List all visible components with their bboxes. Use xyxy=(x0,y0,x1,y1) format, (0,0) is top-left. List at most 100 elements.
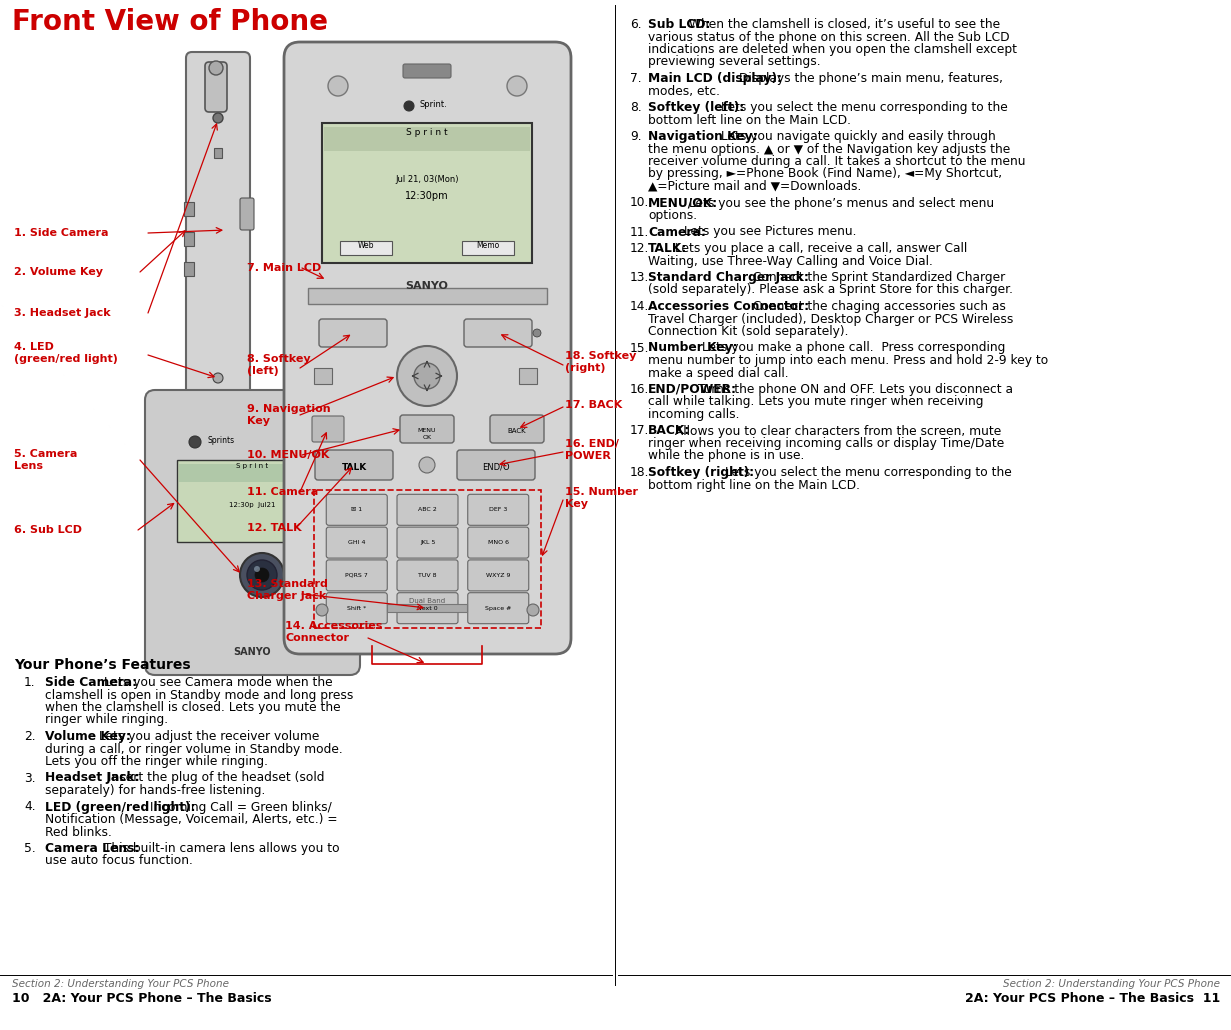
Text: ringer while ringing.: ringer while ringing. xyxy=(46,714,169,726)
Text: 7. Main LCD: 7. Main LCD xyxy=(247,263,321,273)
Text: ringer when receiving incoming calls or display Time/Date: ringer when receiving incoming calls or … xyxy=(648,437,1004,450)
Text: Lets you navigate quickly and easily through: Lets you navigate quickly and easily thr… xyxy=(716,130,996,143)
Bar xyxy=(340,241,391,255)
Text: Travel Charger (included), Desktop Charger or PCS Wireless: Travel Charger (included), Desktop Charg… xyxy=(648,312,1013,325)
Text: Space #: Space # xyxy=(485,606,511,611)
Bar xyxy=(178,464,325,482)
Text: 14. Accessories
Connector: 14. Accessories Connector xyxy=(286,621,383,643)
FancyBboxPatch shape xyxy=(398,527,458,558)
Text: ▲=Picture mail and ▼=Downloads.: ▲=Picture mail and ▼=Downloads. xyxy=(648,180,862,193)
Bar xyxy=(324,127,531,151)
Text: MNO 6: MNO 6 xyxy=(487,540,508,545)
Text: modes, etc.: modes, etc. xyxy=(648,84,720,98)
FancyBboxPatch shape xyxy=(319,319,387,347)
FancyBboxPatch shape xyxy=(468,494,529,525)
FancyBboxPatch shape xyxy=(400,415,454,443)
Text: 10   2A: Your PCS Phone – The Basics: 10 2A: Your PCS Phone – The Basics xyxy=(12,992,272,1005)
Text: Main LCD (display):: Main LCD (display): xyxy=(648,72,782,85)
Text: 16.: 16. xyxy=(630,383,650,396)
Text: ✉ 1: ✉ 1 xyxy=(351,508,362,512)
Text: use auto focus function.: use auto focus function. xyxy=(46,855,193,867)
FancyBboxPatch shape xyxy=(297,50,558,116)
Circle shape xyxy=(254,566,260,572)
Bar xyxy=(177,460,327,542)
Text: Lets you see Camera mode when the: Lets you see Camera mode when the xyxy=(100,676,332,689)
Text: ABC 2: ABC 2 xyxy=(419,508,437,512)
FancyBboxPatch shape xyxy=(326,592,388,624)
Text: by pressing, ►=Phone Book (Find Name), ◄=My Shortcut,: by pressing, ►=Phone Book (Find Name), ◄… xyxy=(648,168,1002,180)
Text: LED (green/red light):: LED (green/red light): xyxy=(46,800,196,814)
Circle shape xyxy=(507,76,527,96)
Bar xyxy=(314,368,332,384)
Text: Jul 21, 03(Mon): Jul 21, 03(Mon) xyxy=(395,175,459,184)
Text: 12:30pm: 12:30pm xyxy=(405,191,449,201)
Text: Notification (Message, Voicemail, Alerts, etc.) =: Notification (Message, Voicemail, Alerts… xyxy=(46,813,337,826)
Circle shape xyxy=(209,61,223,75)
FancyBboxPatch shape xyxy=(490,415,544,443)
Text: MENU/OK:: MENU/OK: xyxy=(648,197,718,209)
Text: 3.: 3. xyxy=(23,771,36,785)
Text: call while talking. Lets you mute ringer when receiving: call while talking. Lets you mute ringer… xyxy=(648,396,984,409)
Text: MENU: MENU xyxy=(417,428,436,433)
Bar xyxy=(462,241,515,255)
Text: OK: OK xyxy=(422,435,432,440)
FancyBboxPatch shape xyxy=(315,450,393,480)
Text: 13.: 13. xyxy=(630,271,650,284)
Text: Lets you see the phone’s menus and select menu: Lets you see the phone’s menus and selec… xyxy=(684,197,993,209)
FancyBboxPatch shape xyxy=(326,494,388,525)
Text: Web: Web xyxy=(358,241,374,250)
Text: TALK: TALK xyxy=(341,464,367,472)
Text: 10. MENU/OK: 10. MENU/OK xyxy=(247,450,330,460)
Text: 4.: 4. xyxy=(23,800,36,814)
Circle shape xyxy=(398,346,457,406)
Text: 9. Navigation
Key: 9. Navigation Key xyxy=(247,404,331,425)
Text: 18.: 18. xyxy=(630,466,650,479)
FancyBboxPatch shape xyxy=(464,319,532,347)
FancyBboxPatch shape xyxy=(326,527,388,558)
Text: Lets you see Pictures menu.: Lets you see Pictures menu. xyxy=(680,226,857,239)
FancyBboxPatch shape xyxy=(145,390,359,675)
Text: Lets you off the ringer while ringing.: Lets you off the ringer while ringing. xyxy=(46,755,268,768)
FancyBboxPatch shape xyxy=(468,560,529,591)
Text: 16. END/
POWER: 16. END/ POWER xyxy=(565,439,619,460)
FancyBboxPatch shape xyxy=(311,416,343,442)
FancyBboxPatch shape xyxy=(326,560,388,591)
Text: Sub LCD:: Sub LCD: xyxy=(648,18,710,31)
Circle shape xyxy=(255,568,270,582)
Text: S p r i n t: S p r i n t xyxy=(406,128,448,137)
Text: Connection Kit (sold separately).: Connection Kit (sold separately). xyxy=(648,325,848,338)
Text: 11. Camera: 11. Camera xyxy=(247,487,319,497)
Text: 15. Number
Key: 15. Number Key xyxy=(565,487,638,509)
Text: Red blinks.: Red blinks. xyxy=(46,825,112,838)
Text: Sprints: Sprints xyxy=(207,436,234,445)
Text: S p r i n t: S p r i n t xyxy=(236,464,268,469)
Text: 4. LED
(green/red light): 4. LED (green/red light) xyxy=(14,342,118,364)
Text: 2.: 2. xyxy=(23,730,36,743)
Text: 17. BACK: 17. BACK xyxy=(565,400,622,410)
Text: Softkey (left):: Softkey (left): xyxy=(648,101,745,114)
Bar xyxy=(519,368,537,384)
Text: incoming calls.: incoming calls. xyxy=(648,408,740,421)
Text: Number Key:: Number Key: xyxy=(648,342,737,354)
Text: GHI 4: GHI 4 xyxy=(348,540,366,545)
Text: the menu options. ▲ or ▼ of the Navigation key adjusts the: the menu options. ▲ or ▼ of the Navigati… xyxy=(648,142,1011,156)
Circle shape xyxy=(404,101,414,111)
Text: various status of the phone on this screen. All the Sub LCD: various status of the phone on this scre… xyxy=(648,31,1009,43)
Text: menu number to jump into each menu. Press and hold 2-9 key to: menu number to jump into each menu. Pres… xyxy=(648,354,1049,367)
Text: 13. Standard
Charger Jack: 13. Standard Charger Jack xyxy=(247,579,327,600)
FancyBboxPatch shape xyxy=(186,52,250,484)
Text: Incoming Call = Green blinks/: Incoming Call = Green blinks/ xyxy=(145,800,331,814)
Text: Sprint.: Sprint. xyxy=(420,100,448,109)
Text: Softkey (right):: Softkey (right): xyxy=(648,466,755,479)
FancyBboxPatch shape xyxy=(398,560,458,591)
Text: indications are deleted when you open the clamshell except: indications are deleted when you open th… xyxy=(648,43,1017,56)
Text: When the clamshell is closed, it’s useful to see the: When the clamshell is closed, it’s usefu… xyxy=(684,18,1000,31)
Text: Your Phone’s Features: Your Phone’s Features xyxy=(14,658,191,672)
FancyBboxPatch shape xyxy=(398,592,458,624)
Text: Camera:: Camera: xyxy=(648,226,705,239)
Text: Navigation Key:: Navigation Key: xyxy=(648,130,757,143)
Text: Lets you select the menu corresponding to the: Lets you select the menu corresponding t… xyxy=(716,101,1007,114)
Text: options.: options. xyxy=(648,209,697,222)
Circle shape xyxy=(190,436,201,448)
Text: END/POWER:: END/POWER: xyxy=(648,383,737,396)
